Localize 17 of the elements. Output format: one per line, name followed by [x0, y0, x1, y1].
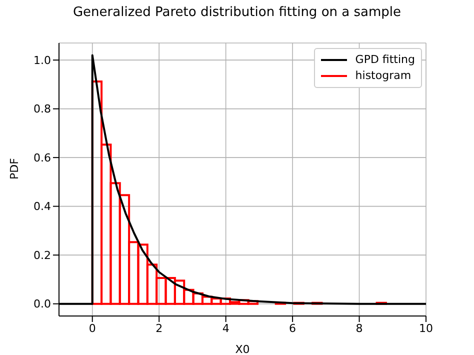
chart-title: Generalized Pareto distribution fitting on a sample: [72, 5, 402, 20]
x-tick-label: 2: [156, 322, 163, 335]
y-tick-label: 0.6: [34, 151, 51, 164]
x-tick-label: 4: [222, 322, 230, 335]
y-tick-label: 1.0: [34, 54, 51, 67]
x-axis-title: X0: [235, 343, 250, 355]
y-tick-label: 0.8: [34, 102, 51, 116]
y-tick-label: 0.2: [34, 248, 51, 262]
legend-label: GPD fitting: [355, 52, 415, 68]
x-tick-label: 8: [356, 322, 363, 335]
y-tick-label: 0.0: [34, 298, 51, 311]
x-tick-label: 0: [88, 322, 96, 335]
x-tick-label: 6: [289, 322, 296, 335]
y-axis-title: PDF: [8, 158, 21, 180]
x-tick-label: 10: [419, 322, 433, 335]
y-tick-label: 0.4: [34, 200, 51, 214]
legend-label: histogram: [355, 68, 412, 84]
